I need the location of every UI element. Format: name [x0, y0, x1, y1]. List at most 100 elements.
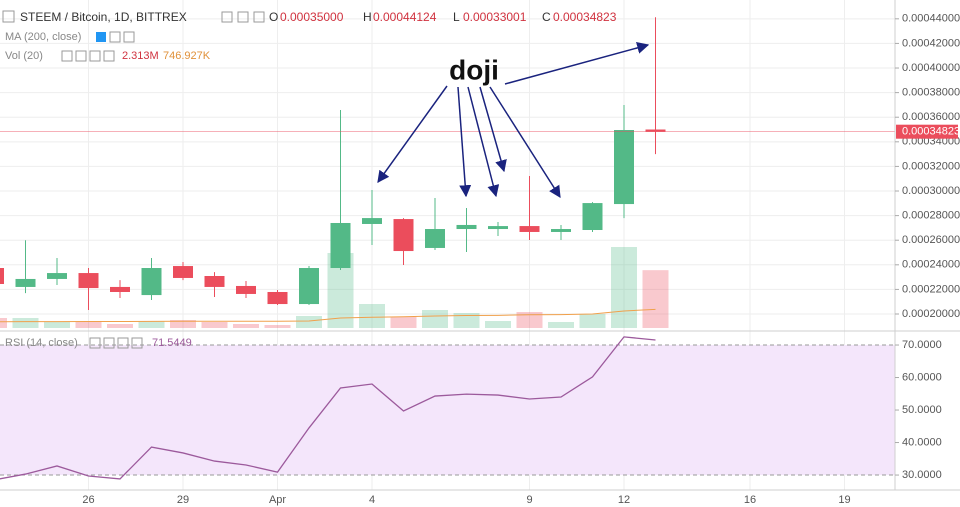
candle-body: [267, 291, 288, 305]
candle-layer: [0, 17, 895, 310]
candle-body: [299, 268, 319, 305]
volume-ma-line: [0, 308, 656, 323]
y-tick-label: 0.00024000: [902, 259, 960, 271]
y-tick-label: 0.00042000: [902, 37, 960, 49]
volume-bar: [611, 247, 637, 328]
volume-bar: [579, 314, 606, 328]
rsi-band: [0, 345, 895, 476]
y-tick-label: 0.00044000: [902, 13, 960, 25]
candle-body: [614, 130, 634, 205]
y-tick-label: 0.00030000: [902, 185, 960, 197]
volume-bar: [75, 322, 102, 328]
x-tick-label: 12: [618, 494, 630, 506]
last-price-label: 0.00034823: [902, 126, 960, 138]
y-tick-label: 0.00038000: [902, 87, 960, 99]
volume-bar: [422, 310, 448, 328]
volume-bar: [485, 321, 511, 328]
volume-bar: [548, 322, 574, 328]
volume-bar: [170, 320, 196, 328]
volume-bar: [296, 316, 322, 328]
arrow: [489, 86, 561, 199]
candle-body: [582, 203, 603, 231]
icon: [221, 11, 233, 23]
volume-label: Vol (20): [5, 50, 43, 62]
high-value: 0.00044124: [373, 10, 437, 24]
volume-bar: [12, 318, 39, 328]
candle-body: [362, 218, 382, 224]
y-tick-label: 0.00034000: [902, 136, 960, 148]
candle-body: [456, 224, 477, 230]
icon: [89, 337, 101, 349]
rsi-label: RSI (14, close): [5, 337, 78, 349]
y-tick-label: 0.00028000: [902, 210, 960, 222]
candle-body: [519, 226, 540, 232]
volume-bar: [359, 304, 385, 328]
icon: [131, 337, 143, 349]
x-tick-label: 29: [177, 494, 189, 506]
arrow: [467, 86, 500, 198]
icon: [109, 31, 121, 43]
symbol: STEEM / Bitcoin, 1D, BITTREX: [20, 10, 187, 24]
rsi-line: [0, 336, 656, 480]
candle-body: [204, 276, 225, 287]
x-tick-label: 26: [82, 494, 94, 506]
candle-body: [236, 285, 256, 294]
candle-body: [551, 229, 571, 232]
volume-bar: [516, 312, 543, 328]
ma-label: MA (200, close): [5, 31, 81, 43]
arrow: [479, 86, 507, 173]
rsi-tick-label: 40.0000: [902, 436, 942, 448]
volume-value: 2.313M: [122, 50, 159, 62]
volume-ma-value: 746.927K: [163, 50, 211, 62]
candle-body: [330, 222, 351, 269]
y-tick-label: 0.00036000: [902, 111, 960, 123]
y-tick-label: 0.00026000: [902, 234, 960, 246]
x-tick-label: 9: [526, 494, 532, 506]
icon: [2, 10, 15, 23]
volume-bar: [264, 325, 291, 328]
x-tick-label: 4: [369, 494, 375, 506]
legend-header: STEEM / Bitcoin, 1D, BITTREX O 0.0003500…: [2, 10, 617, 349]
candle-body: [173, 266, 193, 278]
y-tick-label: 0.00020000: [902, 308, 960, 320]
y-tick-label: 0.00022000: [902, 283, 960, 295]
candle-body: [15, 278, 36, 287]
close-tag: C: [542, 10, 551, 24]
candle-body: [425, 229, 445, 248]
candle-body: [110, 286, 130, 292]
candle-body: [393, 219, 414, 252]
x-tick-label: 16: [744, 494, 756, 506]
volume-bar: [642, 270, 669, 328]
volume-bar: [0, 318, 7, 328]
arrow: [377, 85, 448, 183]
candle-body: [488, 226, 508, 230]
rsi-pane: [0, 336, 895, 480]
annotation-text: doji: [449, 54, 499, 85]
rsi-tick-label: 30.0000: [902, 469, 942, 481]
open-value: 0.00035000: [280, 10, 344, 24]
y-tick-label: 0.00032000: [902, 160, 960, 172]
high-tag: H: [363, 10, 372, 24]
volume-bar: [138, 321, 165, 328]
volume-bar: [107, 324, 133, 328]
icon: [123, 31, 135, 43]
y-tick-label: 0.00040000: [902, 62, 960, 74]
icon: [237, 11, 249, 23]
open-tag: O: [269, 10, 278, 24]
icon: [96, 32, 106, 42]
icon: [61, 50, 73, 62]
x-tick-label: 19: [838, 494, 850, 506]
volume-bar: [201, 322, 228, 328]
candle-body: [47, 273, 67, 279]
rsi-tick-label: 70.0000: [902, 339, 942, 351]
rsi-tick-label: 60.0000: [902, 371, 942, 383]
icon: [103, 50, 115, 62]
close-value: 0.00034823: [553, 10, 617, 24]
arrow: [504, 42, 650, 85]
volume-bar: [233, 324, 259, 328]
arrow: [457, 86, 472, 198]
icon: [89, 50, 101, 62]
